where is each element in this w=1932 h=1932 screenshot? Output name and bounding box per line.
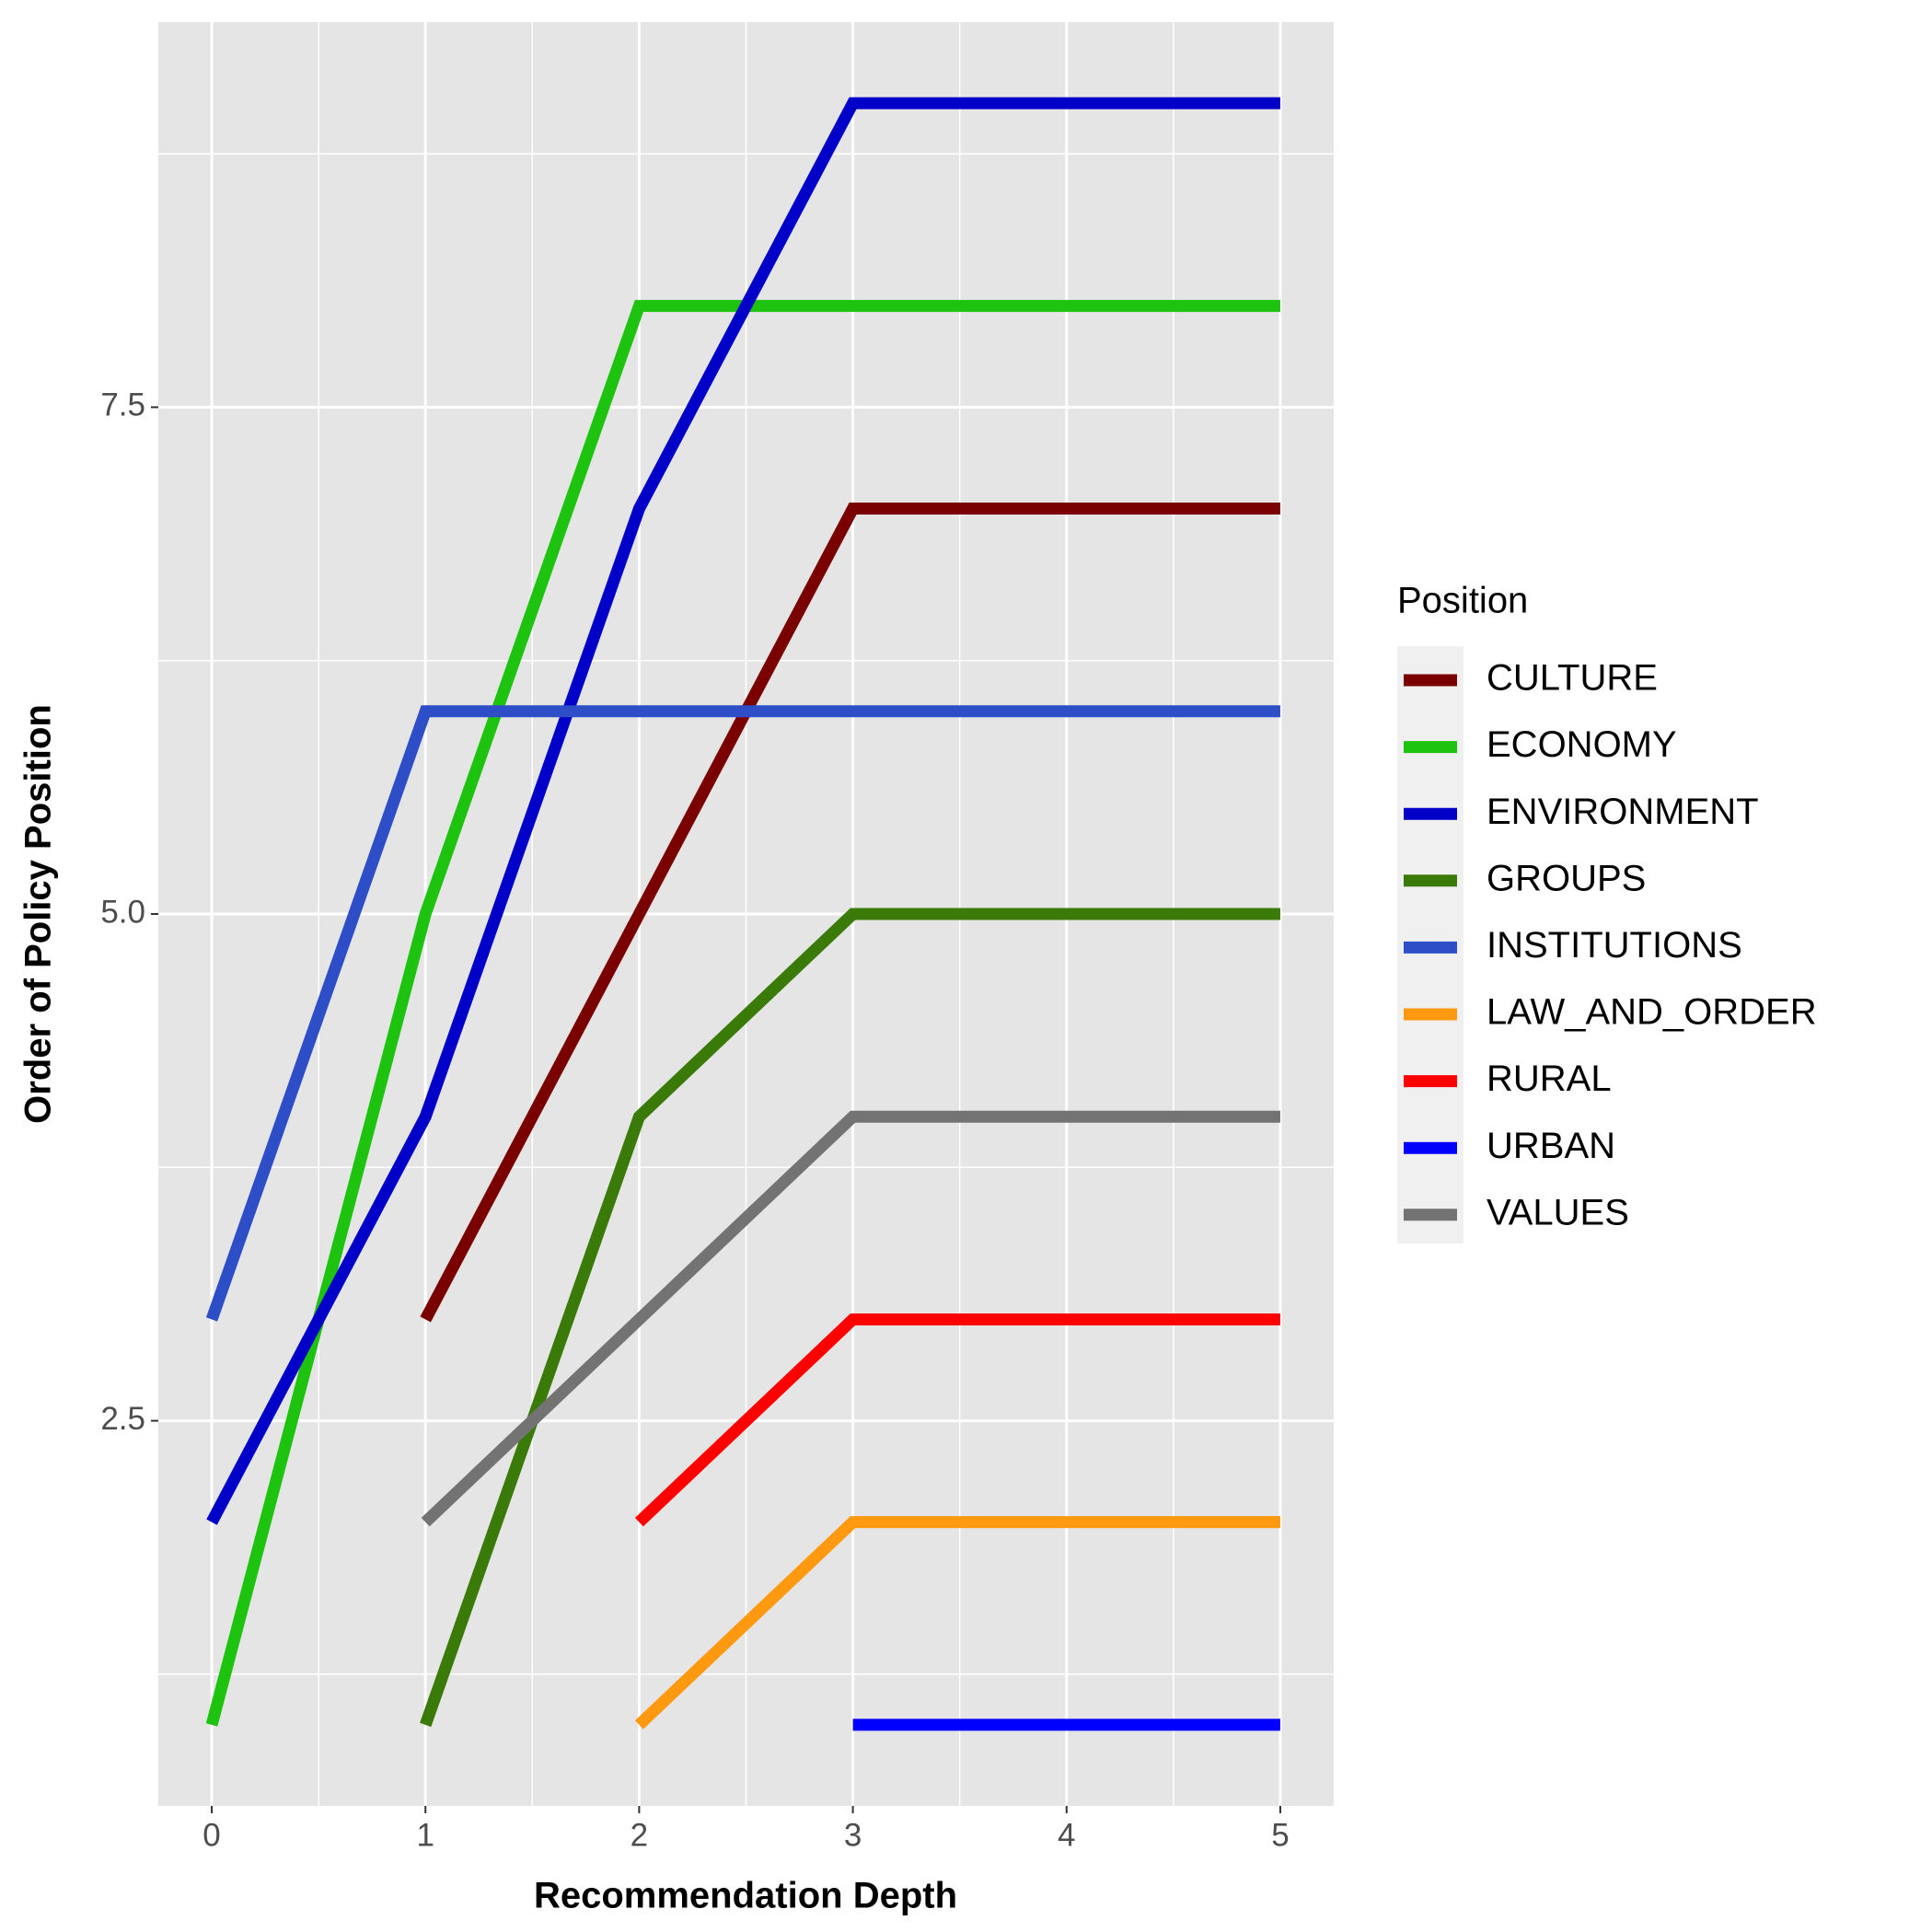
series-line xyxy=(420,503,1280,1323)
legend-label: VALUES xyxy=(1487,1192,1629,1232)
legend-label: INSTITUTIONS xyxy=(1487,925,1742,966)
legend-title: Position xyxy=(1397,581,1528,621)
y-tick-label: 7.5 xyxy=(100,388,145,423)
legend-label: LAW_AND_ORDER xyxy=(1487,992,1817,1033)
series-line xyxy=(420,908,1280,1728)
series-line xyxy=(205,705,1280,1322)
series-line xyxy=(206,97,1280,1525)
legend-label: CULTURE xyxy=(1487,658,1658,699)
legend-label: RURAL xyxy=(1487,1059,1612,1099)
legend-label: URBAN xyxy=(1487,1126,1615,1166)
series-line xyxy=(634,1313,1280,1527)
legend-label: ENVIRONMENT xyxy=(1487,792,1759,832)
series-line xyxy=(421,1110,1280,1527)
y-tick-label: 2.5 xyxy=(100,1401,145,1437)
y-tick-label: 5.0 xyxy=(100,894,145,930)
x-tick-label: 5 xyxy=(1271,1817,1289,1853)
x-tick-label: 2 xyxy=(631,1817,648,1853)
y-axis-title: Order of Policy Position xyxy=(18,704,59,1124)
x-tick-label: 0 xyxy=(202,1817,220,1853)
x-tick-label: 1 xyxy=(416,1817,434,1853)
x-axis-title: Recommendation Depth xyxy=(534,1876,957,1916)
legend-label: ECONOMY xyxy=(1487,724,1677,765)
x-tick-label: 3 xyxy=(844,1817,862,1853)
x-tick-label: 4 xyxy=(1058,1817,1075,1853)
series-line xyxy=(634,1516,1280,1730)
legend-label: GROUPS xyxy=(1487,858,1646,898)
